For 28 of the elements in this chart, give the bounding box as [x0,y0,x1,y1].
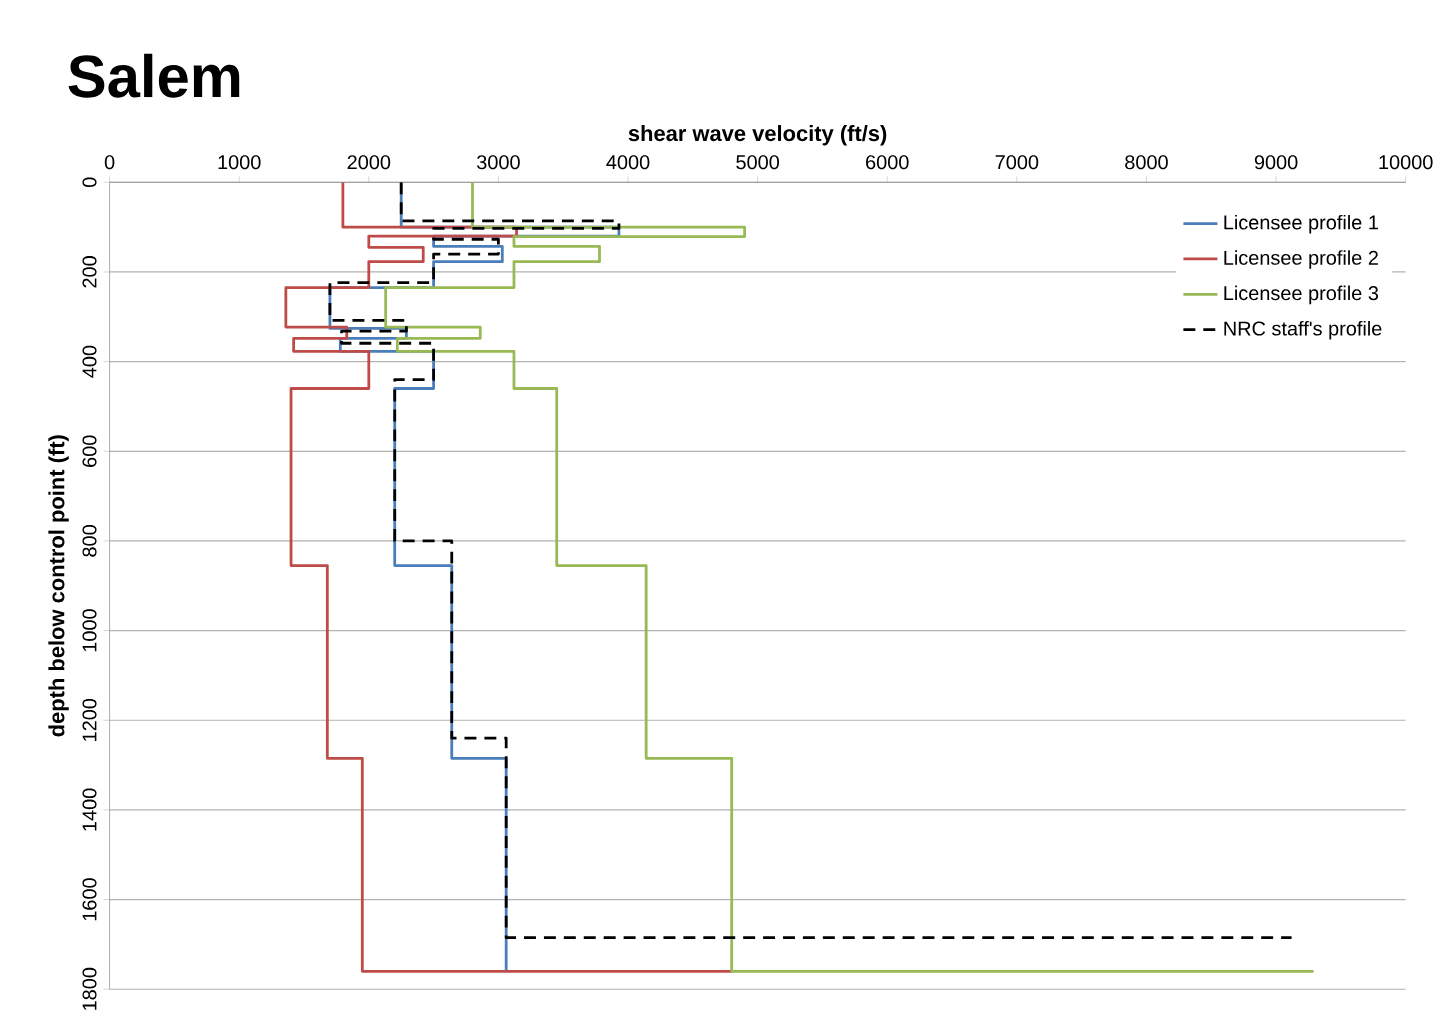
legend-label: Licensee profile 3 [1224,285,1379,305]
y-tick-label: 600 [82,435,97,467]
y-tick-label: 200 [82,256,97,288]
x-tick-label: 7000 [995,155,1039,170]
x-axis-title: shear wave velocity (ft/s) [628,125,887,146]
y-tick-label: 0 [82,177,97,188]
y-tick-label: 1400 [82,788,97,831]
x-tick-label: 0 [104,155,115,170]
x-tick-label: 6000 [866,155,909,170]
y-tick-label: 1600 [82,878,97,921]
x-tick-label: 8000 [1125,155,1168,170]
y-tick-label: 1800 [82,967,97,1010]
x-tick-label: 10000 [1379,155,1433,170]
x-tick-label: 4000 [606,155,650,170]
y-tick-label: 400 [82,345,97,378]
legend-label: Licensee profile 2 [1224,250,1378,269]
chart-title: Salem [68,53,240,98]
y-tick-label: 1200 [82,698,97,741]
x-tick-label: 5000 [736,155,780,170]
x-tick-label: 1000 [218,155,261,170]
legend-label: NRC staff's profile [1224,320,1382,340]
x-tick-label: 2000 [347,155,391,170]
x-tick-label: 3000 [477,155,520,170]
x-tick-label: 9000 [1254,155,1298,170]
y-axis-title: depth below control point (ft) [48,435,69,737]
y-tick-label: 1000 [82,609,97,652]
y-tick-label: 800 [82,525,97,557]
legend-label: Licensee profile 1 [1224,214,1378,234]
